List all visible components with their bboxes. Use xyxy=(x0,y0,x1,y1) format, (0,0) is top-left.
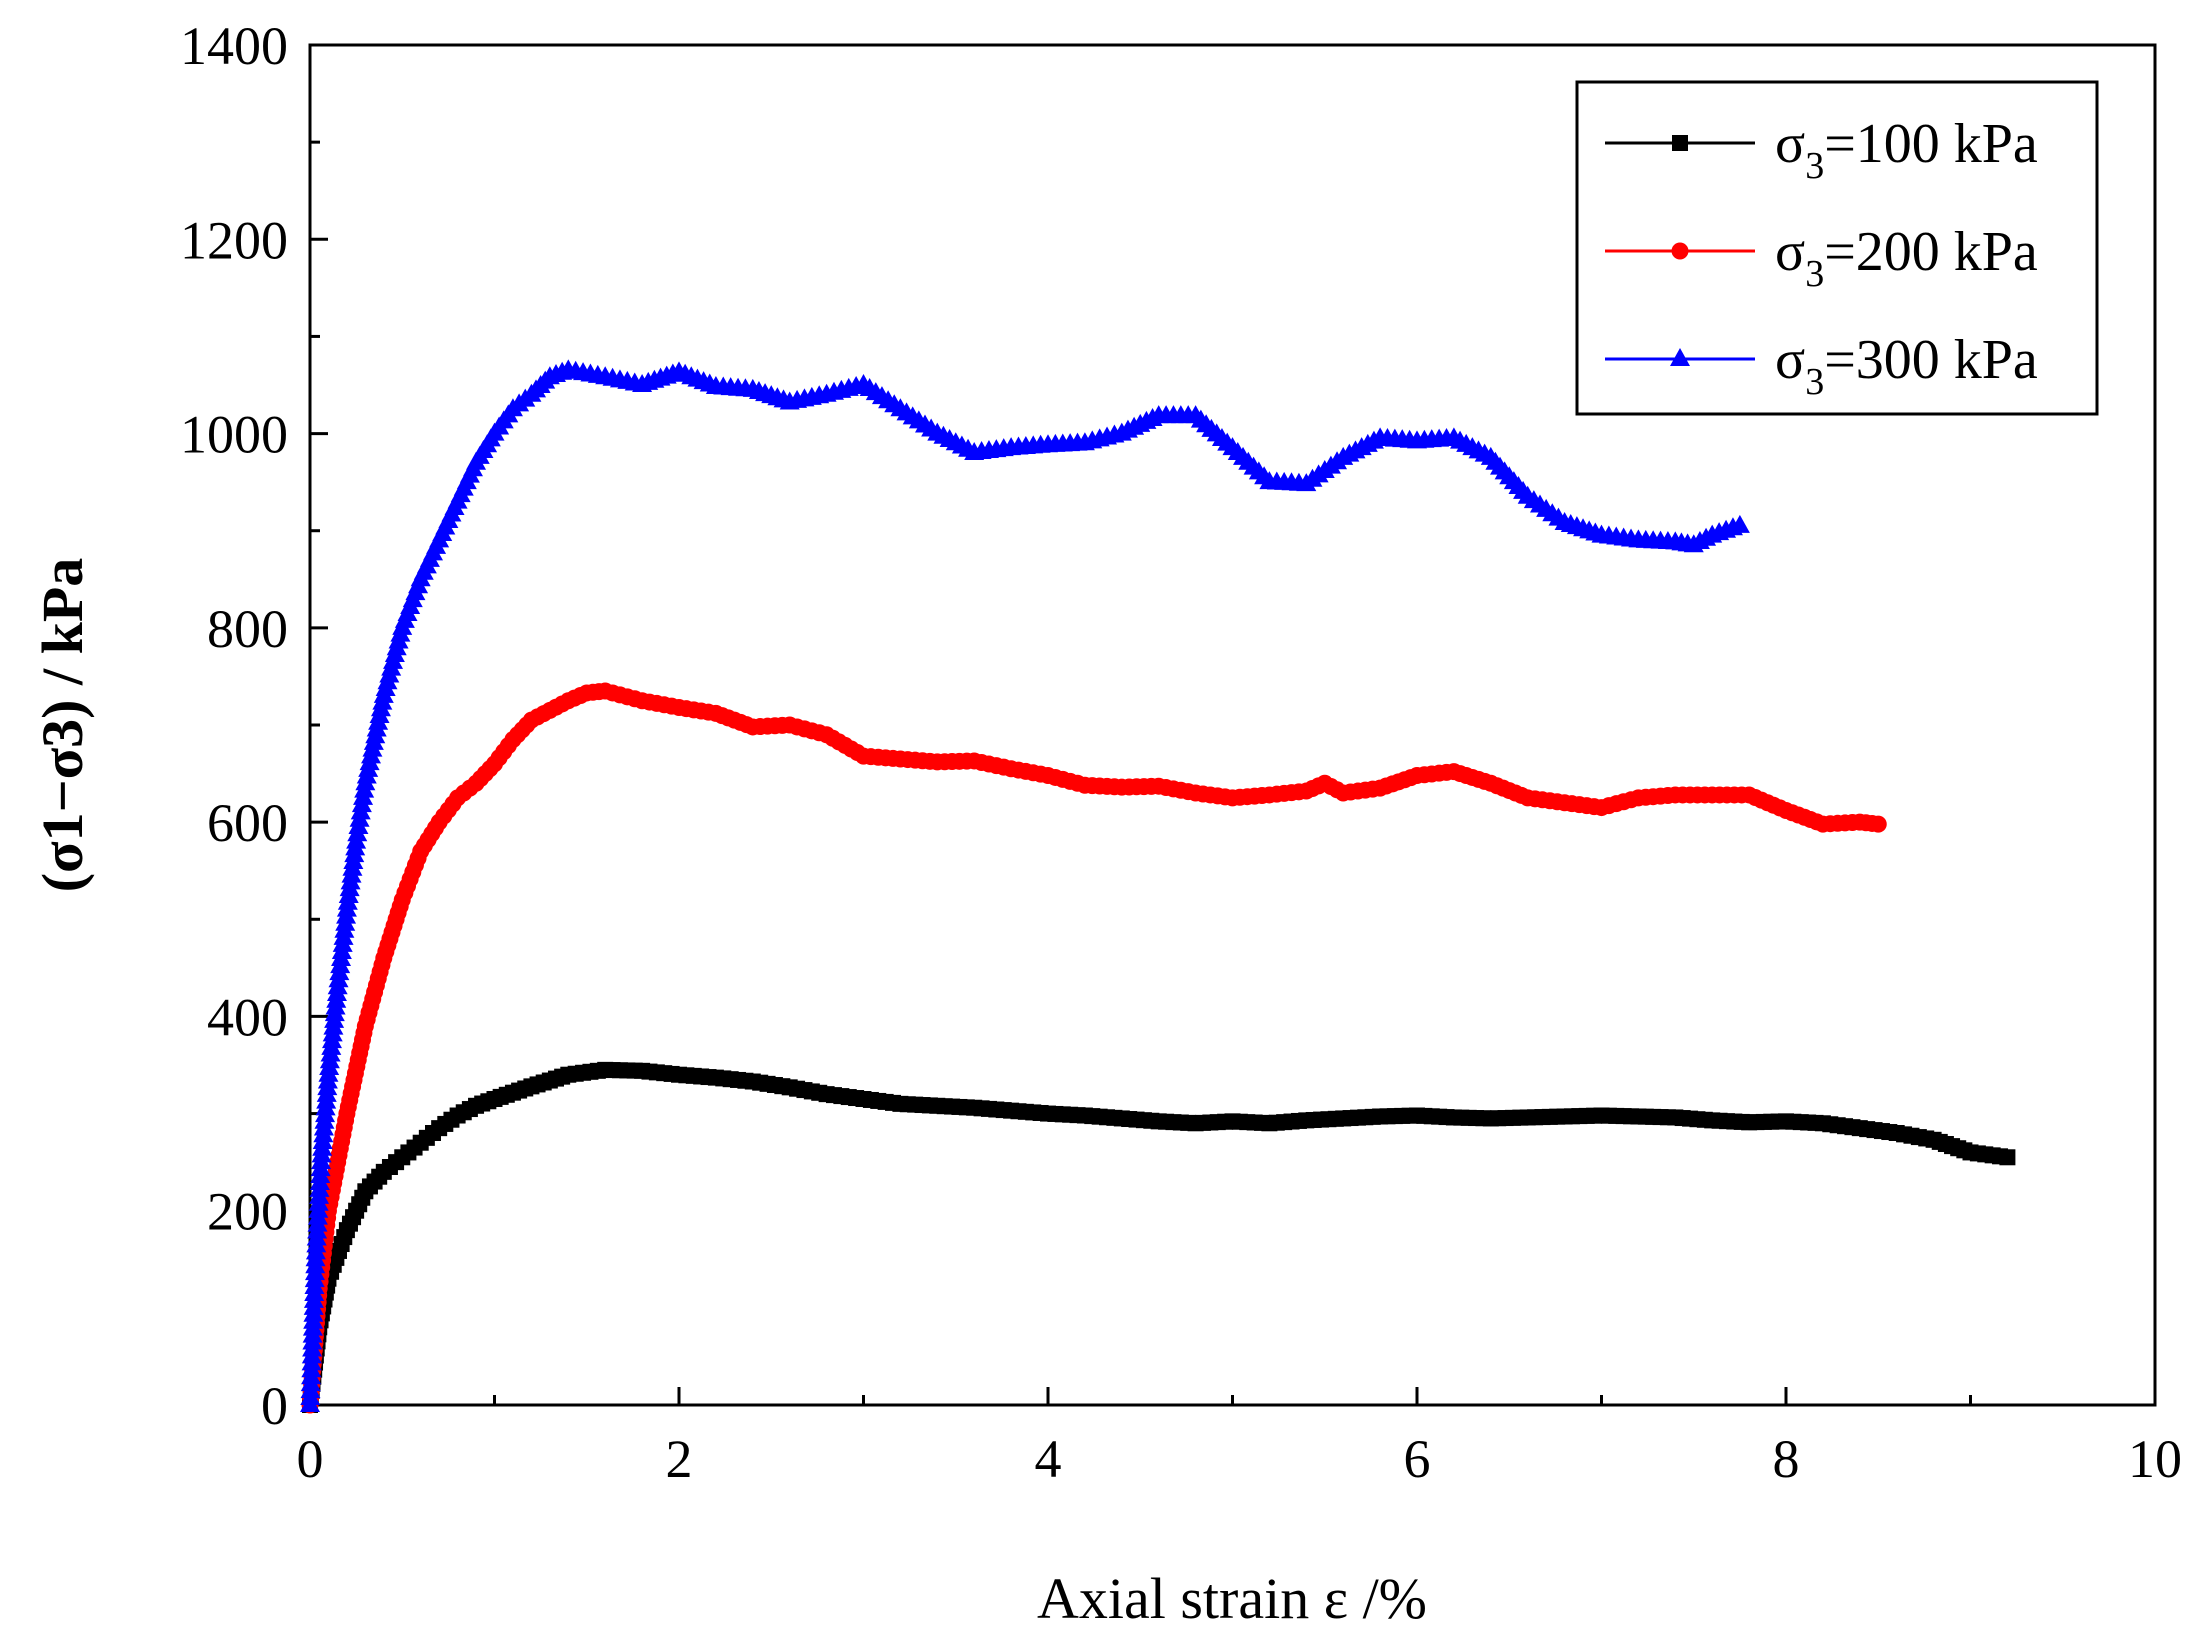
series-1 xyxy=(302,1061,2016,1413)
legend-label: σ3=100 kPa xyxy=(1775,113,2038,187)
y-tick-label: 400 xyxy=(207,987,288,1047)
series-3 xyxy=(300,359,1750,1412)
legend-label: σ3=300 kPa xyxy=(1775,329,2038,403)
y-tick-label: 600 xyxy=(207,793,288,853)
y-axis: 0 200 400 600 800 1000 1200 1400 xyxy=(180,16,328,1436)
y-tick-label: 0 xyxy=(261,1376,288,1436)
legend-entry-2: σ3=200 kPa xyxy=(1605,221,2038,295)
y-tick-label: 200 xyxy=(207,1182,288,1242)
data-point xyxy=(1869,815,1887,833)
x-axis: 0 2 4 6 8 10 xyxy=(297,1387,2182,1489)
x-tick-label: 0 xyxy=(297,1429,324,1489)
legend-entry-1: σ3=100 kPa xyxy=(1605,113,2038,187)
y-tick-label: 1200 xyxy=(180,210,288,270)
legend-marker xyxy=(1670,348,1690,366)
x-tick-label: 10 xyxy=(2128,1429,2182,1489)
legend: σ3=100 kPa σ3=200 kPa σ3=300 kPa xyxy=(1575,80,2099,416)
x-tick-label: 8 xyxy=(1773,1429,1800,1489)
legend-entry-3: σ3=300 kPa xyxy=(1605,329,2038,403)
data-point xyxy=(1999,1149,2016,1166)
x-axis-label: Axial strain ε /% xyxy=(1037,1566,1427,1631)
data-point xyxy=(1729,514,1750,533)
y-tick-label: 1400 xyxy=(180,16,288,76)
y-tick-label: 1000 xyxy=(180,405,288,465)
legend-marker xyxy=(1671,242,1689,260)
y-tick-label: 800 xyxy=(207,599,288,659)
x-tick-label: 4 xyxy=(1035,1429,1062,1489)
legend-label: σ3=200 kPa xyxy=(1775,221,2038,295)
x-tick-label: 6 xyxy=(1404,1429,1431,1489)
y-axis-label: (σ1−σ3) / kPa xyxy=(30,558,95,893)
series-2 xyxy=(301,682,1887,1414)
legend-marker xyxy=(1672,135,1688,151)
series-layer xyxy=(300,359,2016,1414)
x-tick-label: 2 xyxy=(666,1429,693,1489)
